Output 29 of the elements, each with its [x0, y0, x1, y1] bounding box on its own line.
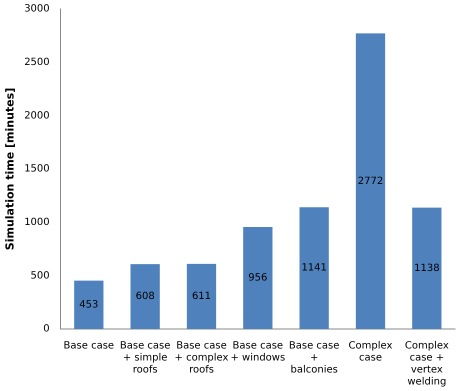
x-tick-label: Complex case + vertex welding [404, 340, 449, 388]
bar [186, 264, 216, 329]
x-tick-label: Base case + complex roofs [174, 340, 229, 376]
data-label: 453 [79, 299, 98, 310]
y-tick-label: 1500 [24, 164, 50, 175]
x-tick-label: Base case + windows [230, 340, 286, 364]
bar [412, 208, 442, 329]
bar [74, 280, 104, 329]
data-label: 608 [136, 291, 155, 302]
bar [356, 33, 386, 329]
x-tick-label: Base case + simple roofs [120, 340, 170, 376]
bar [300, 207, 329, 329]
x-tick-label: Complex case [348, 340, 393, 364]
y-tick-label: 500 [30, 270, 50, 282]
data-label: 1138 [414, 262, 440, 274]
y-tick-label: 2000 [24, 110, 50, 122]
y-tick-label: 2500 [24, 56, 50, 68]
y-tick-label: 3000 [24, 4, 50, 15]
data-label: 1141 [301, 262, 327, 274]
x-tick-label: Base case [64, 340, 114, 352]
x-tick-label: Base case + balconies [288, 340, 340, 376]
data-label: 956 [248, 272, 268, 284]
data-label: 611 [192, 291, 212, 302]
bar [130, 264, 160, 329]
y-tick-label: 1000 [24, 216, 50, 228]
bar [243, 227, 272, 329]
y-axis-title: Simulation time [minutes] [3, 88, 16, 250]
data-label: 2772 [358, 176, 384, 187]
y-tick-label: 0 [43, 324, 50, 335]
